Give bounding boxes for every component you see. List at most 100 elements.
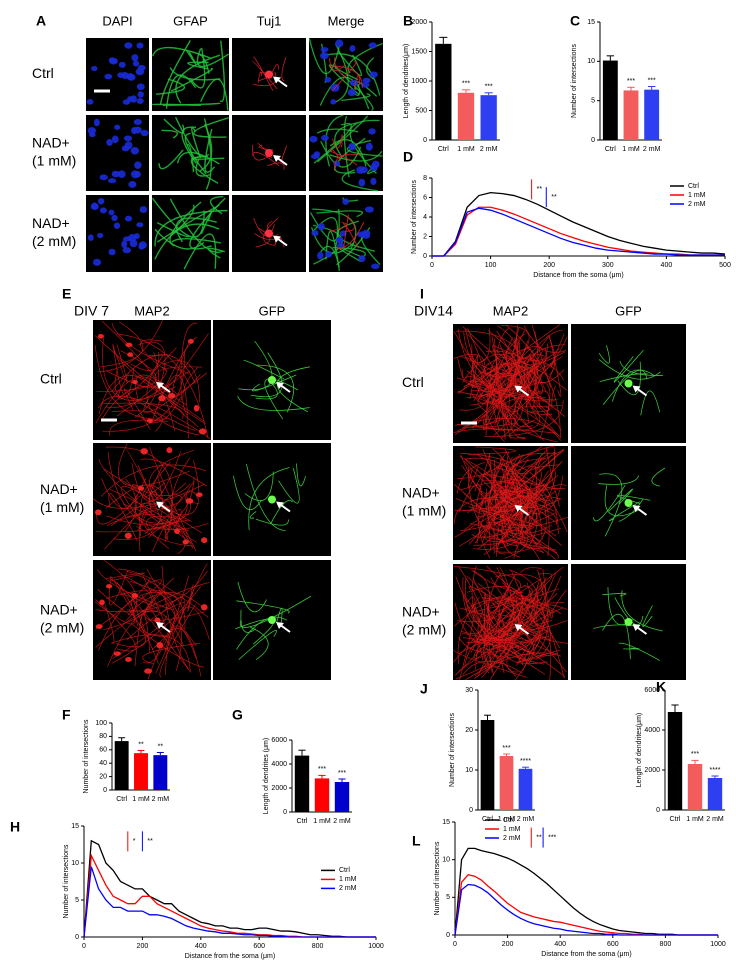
neurite xyxy=(333,153,361,171)
neurite xyxy=(496,567,519,605)
neurite xyxy=(501,404,562,408)
y-tick-label: 10 xyxy=(465,767,473,774)
neurite xyxy=(94,344,168,420)
neurite xyxy=(105,370,191,408)
nucleus xyxy=(147,418,153,423)
neurite xyxy=(613,349,644,383)
neurite xyxy=(471,602,546,675)
row-label: (2 mM) xyxy=(40,620,84,636)
nucleus xyxy=(130,95,137,103)
y-tick-label: 0 xyxy=(283,809,287,816)
soma xyxy=(268,616,276,624)
neurite xyxy=(102,353,185,432)
neurite xyxy=(329,150,383,162)
neurite xyxy=(496,452,550,557)
neurite xyxy=(136,525,195,547)
neurite xyxy=(334,43,349,104)
neurite xyxy=(503,612,548,664)
neurite xyxy=(598,359,661,380)
significance-label: *** xyxy=(338,770,346,777)
y-tick-label: 40 xyxy=(99,760,107,767)
neurite xyxy=(536,595,565,679)
neurite xyxy=(250,352,283,398)
panel-letter: H xyxy=(10,819,20,835)
neurite xyxy=(105,572,145,582)
y-tick-label: 0 xyxy=(103,787,107,794)
bar xyxy=(499,756,514,810)
x-tick-label: 2 mM xyxy=(152,796,170,803)
neurite xyxy=(107,451,209,530)
nucleus xyxy=(133,119,142,125)
y-axis-label: Number of intersections xyxy=(411,180,418,254)
column-header: Tuj1 xyxy=(257,13,282,28)
neurite xyxy=(105,446,173,542)
neurite xyxy=(159,604,196,678)
neurite xyxy=(248,467,290,531)
nucleus xyxy=(347,88,356,97)
y-tick-label: 10 xyxy=(587,58,595,65)
bar xyxy=(667,712,683,810)
nucleus xyxy=(349,45,356,52)
neurite xyxy=(617,361,642,395)
neurite xyxy=(118,568,209,618)
nucleus xyxy=(182,539,189,545)
neurite xyxy=(528,353,547,393)
neurite xyxy=(146,500,191,531)
panel-label: DIV 7 xyxy=(74,303,109,319)
neurite xyxy=(467,466,479,489)
neurite xyxy=(103,468,191,496)
x-tick-label: 100 xyxy=(485,262,497,269)
neurite xyxy=(308,38,341,75)
x-tick-label: 400 xyxy=(554,941,566,948)
x-tick-label: 200 xyxy=(137,943,149,950)
x-tick-label: 400 xyxy=(195,943,207,950)
neurite xyxy=(526,592,565,604)
x-tick-label: 300 xyxy=(602,262,614,269)
nucleus xyxy=(167,393,176,399)
nucleus xyxy=(128,234,137,242)
neurite xyxy=(130,351,160,371)
panel-letter: E xyxy=(62,286,71,302)
panel-letter: D xyxy=(403,149,413,165)
neurite xyxy=(320,245,340,268)
neurite xyxy=(496,466,542,547)
neurite xyxy=(454,565,521,602)
neurite xyxy=(163,118,185,134)
nucleus xyxy=(113,222,121,229)
significance-label: *** xyxy=(548,834,556,841)
significance-label: *** xyxy=(485,84,493,91)
neurite xyxy=(329,150,358,166)
neurite xyxy=(135,374,179,402)
neurite xyxy=(618,642,661,661)
neurite xyxy=(518,566,568,644)
neurite xyxy=(161,565,192,673)
neurite xyxy=(101,478,137,509)
significance-label: *** xyxy=(502,745,510,752)
nucleus xyxy=(134,170,141,178)
neurite xyxy=(513,368,536,426)
x-tick-label: 800 xyxy=(312,943,324,950)
nucleus xyxy=(362,77,371,84)
neurite xyxy=(257,71,262,83)
nucleus xyxy=(114,124,121,130)
soma xyxy=(265,229,273,238)
neurite xyxy=(244,471,274,502)
y-tick-label: 8 xyxy=(423,175,427,182)
y-tick-label: 2000 xyxy=(644,767,660,774)
neurite xyxy=(116,333,209,439)
row-label: NAD+ xyxy=(32,215,70,231)
series-line xyxy=(432,206,725,257)
neurite xyxy=(523,325,566,353)
neurite xyxy=(502,582,554,613)
neurite xyxy=(459,607,535,665)
panel-letter: C xyxy=(570,13,580,29)
row-label: (1 mM) xyxy=(32,153,76,169)
neurite xyxy=(164,374,189,439)
nucleus xyxy=(140,448,148,455)
nucleus xyxy=(127,352,134,357)
y-tick-label: 6 xyxy=(423,194,427,201)
y-tick-label: 0 xyxy=(446,932,450,939)
micrograph xyxy=(93,443,211,556)
neurite xyxy=(334,122,359,158)
neurite xyxy=(169,198,223,253)
